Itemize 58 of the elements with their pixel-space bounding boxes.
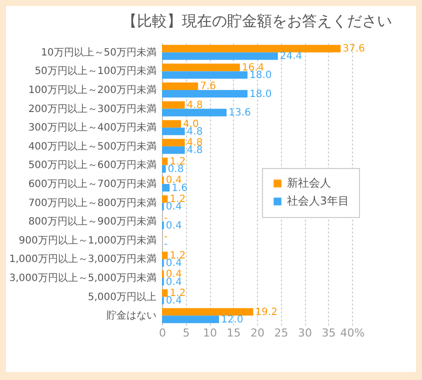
y-tick-label: 貯金はない: [106, 310, 156, 322]
x-tick-label: 15: [226, 326, 241, 340]
bar: [162, 52, 278, 60]
y-tick-label: 700万円以上～800万円未満: [28, 196, 156, 209]
y-tick-label: 800万円以上～900万円未満: [28, 216, 156, 228]
bar: [162, 101, 185, 109]
y-tick-label: 400万円以上～500万円未満: [28, 140, 156, 152]
x-tick-label: 0: [159, 326, 166, 340]
legend-label: 社会人3年目: [287, 194, 349, 208]
y-tick-label: 600万円以上～700万円未満: [28, 178, 156, 190]
data-label: 18.0: [250, 70, 272, 81]
y-tick-label: 1,000万円以上～3,000万円未満: [9, 253, 156, 266]
bar: [162, 64, 240, 72]
y-tick-label: 300万円以上～400万円未満: [28, 122, 156, 134]
data-label: 18.0: [250, 88, 272, 100]
x-tick-label: 25: [274, 326, 288, 340]
y-tick-label: 50万円以上～100万円未満: [34, 65, 156, 78]
chart-title: 【比較】現在の貯金額をお答えください: [122, 12, 392, 30]
bar: [162, 308, 254, 316]
x-tick-label: 30: [298, 326, 312, 340]
data-label: -: [164, 212, 168, 224]
data-label: 19.2: [255, 306, 278, 318]
bar: [162, 316, 219, 324]
data-label: 24.4: [280, 51, 302, 62]
y-tick-label: 5,000万円以上: [88, 290, 156, 303]
bar: [162, 195, 168, 203]
data-label: 12.0: [221, 314, 244, 326]
data-label: 7.6: [200, 81, 216, 92]
bar: [162, 252, 168, 260]
bar: [162, 120, 181, 128]
data-label: 13.6: [228, 108, 251, 119]
bar: [162, 44, 341, 52]
x-tick-label: 10: [203, 326, 217, 340]
data-label: 0.4: [166, 220, 182, 232]
bar: [162, 108, 227, 116]
bar: [162, 82, 198, 90]
data-label: 4.8: [186, 100, 203, 112]
y-tick-label: 900万円以上～1,000万円未満: [18, 234, 156, 246]
x-tick-label: 35: [322, 326, 336, 340]
x-tick-label: 40%: [340, 326, 365, 340]
bar: [162, 128, 185, 136]
y-tick-label: 200万円以上～300万円未満: [28, 102, 156, 115]
y-tick-label: 3,000万円以上～5,000万円未満: [9, 272, 156, 284]
bar: [162, 138, 185, 146]
y-tick-label: 100万円以上～200万円未満: [28, 84, 156, 96]
y-tick-label: 10万円以上～50万円未満: [41, 46, 156, 58]
bar: [162, 289, 168, 297]
y-tick-label: 500万円以上～600万円未満: [28, 159, 156, 172]
bar: [162, 184, 170, 192]
bar: [162, 90, 248, 98]
bar: [162, 165, 166, 173]
bar: [162, 71, 248, 79]
x-tick-label: 5: [182, 326, 190, 340]
bar: [162, 158, 168, 166]
bar: [162, 146, 185, 154]
legend-label: 新社会人: [287, 176, 331, 190]
data-label: 37.6: [342, 44, 365, 55]
x-tick-label: 20: [250, 326, 264, 340]
